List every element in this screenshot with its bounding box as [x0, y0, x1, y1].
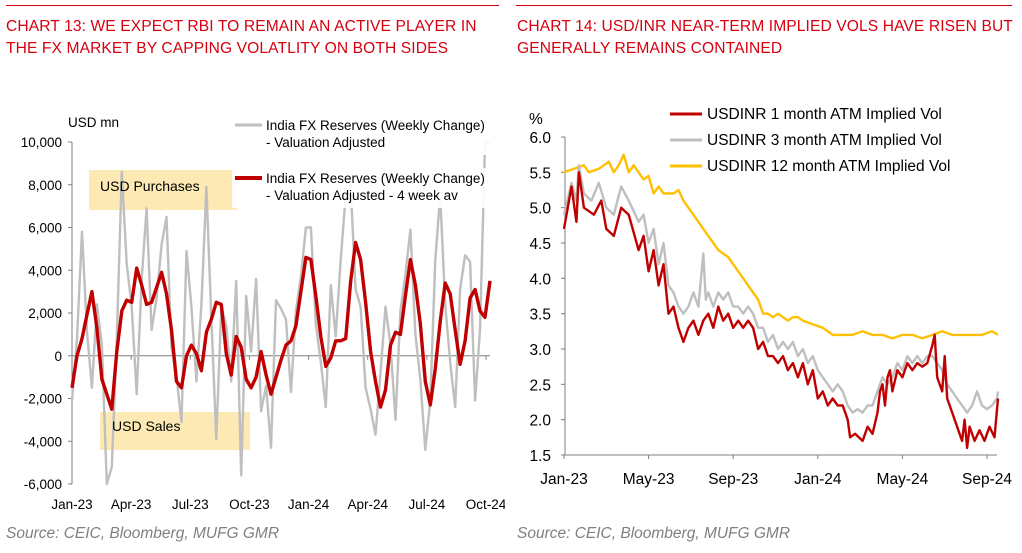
series-line-four-week-average: [70, 240, 492, 411]
y-tick-label: 3.0: [529, 342, 551, 359]
x-tick-label: May-23: [623, 471, 675, 488]
y-tick-label: 8,000: [28, 178, 62, 193]
chart-13-panel: CHART 13: WE EXPECT RBI TO REMAIN AN ACT…: [0, 0, 505, 553]
y-tick-label: 2,000: [28, 306, 62, 321]
legend-label-three-month: USDINR 3 month ATM Implied Vol: [707, 132, 942, 149]
y-tick-label: 2.5: [529, 377, 551, 394]
y-tick-label: 6,000: [28, 221, 62, 236]
y-tick-label: -6,000: [24, 477, 62, 492]
y-tick-label: 3.5: [529, 307, 551, 324]
x-tick-label: May-24: [877, 471, 929, 488]
x-tick-label: Apr-24: [347, 497, 388, 512]
legend-label-line1: India FX Reserves (Weekly Change): [266, 118, 485, 133]
chart-14-panel: CHART 14: USD/INR NEAR-TERM IMPLIED VOLS…: [512, 0, 1022, 553]
y-tick-label: 2.0: [529, 413, 551, 430]
y-tick-label: 4.0: [529, 271, 551, 288]
y-axis-unit-label: %: [529, 111, 543, 128]
y-tick-label: 0: [54, 349, 62, 364]
usd-sales-box: [100, 412, 250, 450]
y-tick-label: 10,000: [21, 135, 62, 150]
y-tick-label: -2,000: [24, 392, 62, 407]
usd-purchases-label: USD Purchases: [100, 178, 200, 194]
legend-label-twelve-month: USDINR 12 month ATM Implied Vol: [707, 158, 951, 175]
y-tick-label: -4,000: [24, 434, 62, 449]
legend-entry-background: [232, 115, 500, 155]
x-tick-label: Sep-23: [708, 471, 758, 488]
legend-label-one-month: USDINR 1 month ATM Implied Vol: [707, 106, 942, 123]
y-tick-label: 4,000: [28, 263, 62, 278]
x-tick-label: Jan-24: [794, 471, 842, 488]
y-tick-label: 6.0: [529, 130, 551, 147]
series-line-one-month: [562, 171, 1000, 450]
x-tick-label: Jan-23: [540, 471, 587, 488]
x-tick-label: Apr-23: [111, 497, 152, 512]
x-tick-label: Jan-24: [288, 497, 330, 512]
x-tick-label: Jan-23: [51, 497, 92, 512]
legend-label-line2: - Valuation Adjusted - 4 week av: [266, 188, 458, 203]
x-tick-label: Oct-23: [229, 497, 270, 512]
y-tick-label: 1.5: [529, 448, 551, 465]
chart-14-source: Source: CEIC, Bloomberg, MUFG GMR: [517, 525, 791, 542]
chart-14-plot: 6.0 5.5 5.0 4.5 4.0 3.5 3.0 2.5 2.0 1.5% Jan-23 May…: [529, 106, 1012, 488]
y-tick-label: 5.0: [529, 201, 551, 218]
usd-sales-label: USD Sales: [112, 418, 180, 434]
y-tick-label: 4.5: [529, 236, 551, 253]
x-tick-label: Jul-23: [172, 497, 209, 512]
y-axis-unit-label: USD mn: [68, 115, 119, 130]
chart-13-title: CHART 13: WE EXPECT RBI TO REMAIN AN ACT…: [6, 18, 477, 57]
usd-purchases-box: [89, 170, 237, 210]
chart-13-top-rule: [6, 5, 499, 6]
x-tick-label: Sep-24: [962, 471, 1012, 488]
legend-entry-background: [232, 168, 500, 208]
series-line-three-month: [562, 164, 1000, 414]
y-tick-label: 5.5: [529, 165, 551, 182]
x-tick-label: Jul-24: [408, 497, 445, 512]
chart-14-title: CHART 14: USD/INR NEAR-TERM IMPLIED VOLS…: [517, 18, 1013, 57]
chart-14-top-rule: [516, 5, 1012, 6]
x-tick-label: Oct-24: [466, 497, 505, 512]
legend-label-line2: - Valuation Adjusted: [266, 135, 385, 150]
series-line-twelve-month: [563, 153, 999, 340]
series-line-weekly-change: [70, 140, 491, 486]
chart-13-source: Source: CEIC, Bloomberg, MUFG GMR: [6, 525, 280, 542]
chart-13-plot: 10,000 8,000 6,000 4,000 2,000 0 -2,000 -4,000 -…: [21, 115, 505, 512]
legend-label-line1: India FX Reserves (Weekly Change): [266, 171, 485, 186]
